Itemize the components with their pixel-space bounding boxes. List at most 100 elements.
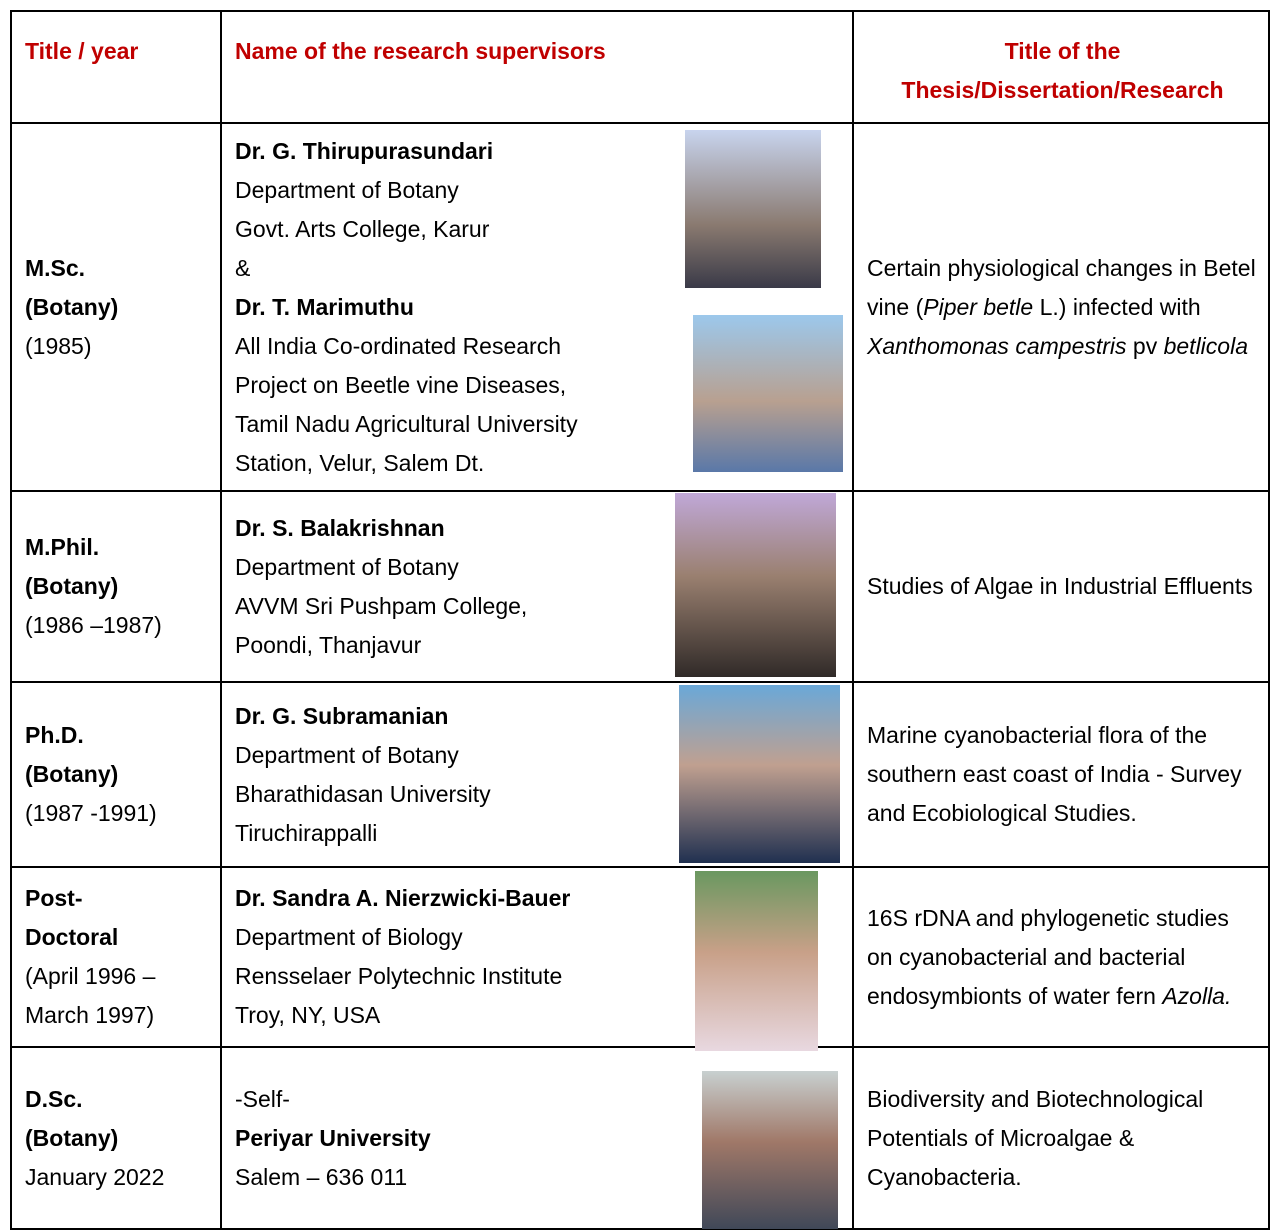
text-run: Azolla. [1162, 982, 1232, 1009]
text-line: Studies of Algae in Industrial Effluents [867, 567, 1258, 606]
table-row: Post- Doctoral (April 1996 – March 1997) Dr.… [10, 866, 1270, 1048]
text-run: Troy, NY, USA [235, 1002, 381, 1028]
text-line: Project on Beetle vine Diseases, [235, 366, 842, 405]
text-line: Poondi, Thanjavur [235, 626, 842, 665]
text-run: (April 1996 – [25, 963, 156, 989]
table-cell: Studies of Algae in Industrial Effluents [852, 490, 1270, 683]
text-line: D.Sc. [25, 1080, 210, 1119]
text-line: Department of Botany [235, 171, 842, 210]
text-line: Certain physiological changes in Betel v… [867, 249, 1258, 366]
text-line: M.Phil. [25, 528, 210, 567]
text-run: March 1997) [25, 1002, 155, 1028]
text-line: Title / year [25, 32, 210, 71]
table-row: Ph.D. (Botany) (1987 -1991) Dr. G. Subraman… [10, 681, 1270, 868]
text-line: M.Sc. [25, 249, 210, 288]
text-run: (Botany) [25, 761, 119, 787]
text-line: (Botany) [25, 567, 210, 606]
text-run: (1985) [25, 332, 92, 359]
text-line: Name of the research supervisors [235, 32, 842, 71]
text-line: Title of the [867, 32, 1258, 71]
text-run: Marine cyanobacterial flora of the south… [867, 722, 1242, 826]
text-run: Biodiversity and Biotechnological Potent… [867, 1085, 1204, 1190]
text-run: Piper betle [923, 293, 1034, 320]
text-line: Marine cyanobacterial flora of the south… [867, 716, 1258, 833]
text-run: (Botany) [25, 1124, 119, 1151]
table-cell: 16S rDNA and phylogenetic studies on cya… [852, 866, 1270, 1048]
text-line: Dr. Sandra A. Nierzwicki-Bauer [235, 879, 842, 918]
text-run: & [235, 254, 251, 281]
table-cell: Certain physiological changes in Betel v… [852, 122, 1270, 492]
text-run: (Botany) [25, 293, 119, 320]
text-run: -Self- [235, 1085, 290, 1112]
table-row: M.Phil. (Botany) (1986 –1987) Dr. S. Balakr… [10, 490, 1270, 683]
text-run: Studies of Algae in Industrial Effluents [867, 573, 1253, 599]
text-run: Dr. T. Marimuthu [235, 293, 414, 320]
education-table: Title / year Name of the research supervi… [10, 10, 1270, 1230]
text-run: Department of Biology [235, 924, 463, 950]
text-run: Dr. S. Balakrishnan [235, 514, 445, 541]
text-line: (1986 –1987) [25, 606, 210, 645]
text-run: Tiruchirappalli [235, 819, 378, 846]
text-run: Thesis/Dissertation/Research [901, 77, 1224, 103]
text-run: Station, Velur, Salem Dt. [235, 449, 485, 476]
text-run: 16S rDNA and phylogenetic studies on cya… [867, 904, 1229, 1009]
text-line: Department of Biology [235, 918, 842, 957]
text-line: January 2022 [25, 1158, 210, 1197]
document: Title / year Name of the research supervi… [10, 10, 1270, 1230]
text-run: Department of Botany [235, 741, 459, 768]
text-run: Salem – 636 011 [235, 1163, 408, 1190]
text-run: Department of Botany [235, 553, 459, 580]
text-line: Tiruchirappalli [235, 814, 842, 853]
text-run: Dr. G. Thirupurasundari [235, 137, 494, 164]
text-line: Station, Velur, Salem Dt. [235, 444, 842, 483]
text-line: Dr. S. Balakrishnan [235, 509, 842, 548]
text-line: Salem – 636 011 [235, 1158, 842, 1197]
table-cell: M.Phil. (Botany) (1986 –1987) [10, 490, 222, 683]
text-run: L.) infected with [1033, 293, 1201, 320]
text-run: Title / year [25, 38, 139, 64]
text-line: Post- [25, 879, 210, 918]
text-run: Ph.D. [25, 722, 84, 748]
text-run: (1987 -1991) [25, 800, 157, 826]
text-run: Tamil Nadu Agricultural University [235, 410, 578, 437]
text-run: M.Phil. [25, 534, 100, 560]
text-line: (Botany) [25, 1119, 210, 1158]
table-row: M.Sc. (Botany) (1985) Dr. G. Thirupurasunda… [10, 122, 1270, 492]
photo [702, 1071, 838, 1229]
text-run: Certain physiological changes in Betel v… [867, 254, 1256, 320]
photo [693, 315, 843, 472]
text-line: (1987 -1991) [25, 794, 210, 833]
table-cell: Post- Doctoral (April 1996 – March 1997) [10, 866, 222, 1048]
photo [675, 493, 836, 677]
text-run: January 2022 [25, 1163, 165, 1190]
text-run: Xanthomonas campestris [867, 332, 1127, 359]
text-run: Doctoral [25, 924, 119, 950]
text-line: Troy, NY, USA [235, 996, 842, 1035]
text-run: Department of Botany [235, 176, 459, 203]
text-line: (1985) [25, 327, 210, 366]
text-line: Bharathidasan University [235, 775, 842, 814]
header-row: Title / year Name of the research supervi… [10, 10, 1270, 124]
text-run: pv [1126, 332, 1164, 359]
text-run: Govt. Arts College, Karur [235, 215, 490, 242]
text-line: Dr. G. Thirupurasundari [235, 132, 842, 171]
text-line: Dr. T. Marimuthu [235, 288, 842, 327]
text-run: Title of the [1004, 38, 1121, 64]
text-run: Poondi, Thanjavur [235, 631, 422, 658]
text-run: Bharathidasan University [235, 780, 491, 807]
text-line: Tamil Nadu Agricultural University [235, 405, 842, 444]
header-cell: Name of the research supervisors [220, 10, 854, 124]
table-cell: D.Sc. (Botany) January 2022 [10, 1046, 222, 1230]
text-run: betlicola [1163, 332, 1248, 359]
text-line: Rensselaer Polytechnic Institute [235, 957, 842, 996]
text-run: Rensselaer Polytechnic Institute [235, 963, 563, 989]
text-line: 16S rDNA and phylogenetic studies on cya… [867, 899, 1258, 1016]
text-run: (Botany) [25, 573, 119, 599]
text-line: Govt. Arts College, Karur [235, 210, 842, 249]
text-run: Dr. Sandra A. Nierzwicki-Bauer [235, 885, 571, 911]
text-line: Department of Botany [235, 548, 842, 587]
text-run: AVVM Sri Pushpam College, [235, 592, 528, 619]
table-cell: Marine cyanobacterial flora of the south… [852, 681, 1270, 868]
text-line: Biodiversity and Biotechnological Potent… [867, 1080, 1258, 1197]
text-line: Thesis/Dissertation/Research [867, 71, 1258, 110]
